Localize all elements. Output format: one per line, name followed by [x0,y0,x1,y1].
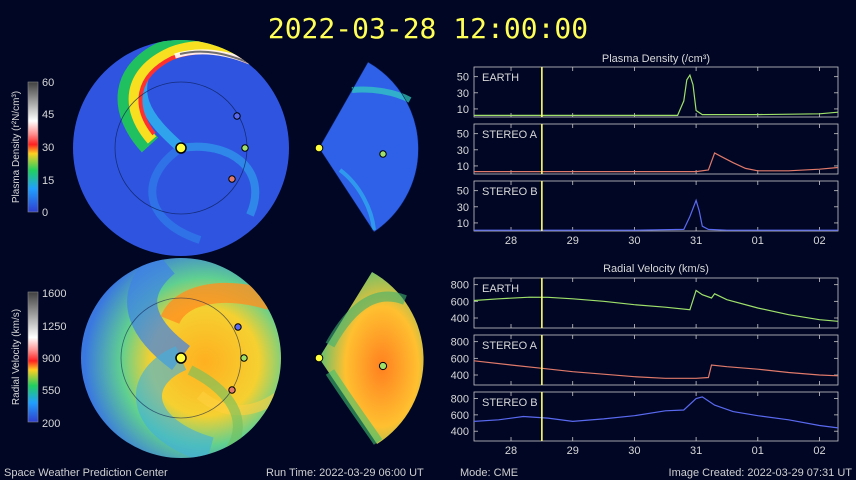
velocity-tick: 550 [42,385,60,397]
x-tick-label: 01 [752,235,764,247]
x-tick-label: 30 [628,235,640,247]
y-tick-label: 10 [457,104,469,116]
series-line-stereo-a [474,152,839,173]
series-line-stereo-a [473,360,839,379]
y-tick-label: 50 [457,186,469,198]
chart-title: Plasma Density (/cm³) [602,53,710,65]
y-tick-label: 400 [451,370,469,382]
series-label: STEREO B [482,186,538,198]
density-tick: 30 [42,142,54,154]
x-tick-label: 02 [813,445,825,457]
y-tick-label: 50 [457,129,469,141]
density-tick: 60 [42,77,54,89]
plot-panel [473,123,839,175]
y-tick-label: 10 [457,218,469,230]
earth-marker [379,150,387,158]
density-meridional-wedge [314,61,419,233]
series-label: STEREO B [482,397,538,409]
stereo-b-marker [233,112,241,120]
x-tick-label: 28 [505,235,517,247]
sun-marker [175,352,187,364]
y-tick-label: 800 [451,280,469,292]
plot-panel [473,277,839,329]
y-tick-label: 50 [457,72,469,84]
density-tick: 0 [42,207,48,219]
velocity-meridional-wedge [314,272,424,445]
x-tick-label: 31 [690,235,702,247]
series-line-earth [473,289,839,322]
series-line-earth [474,73,839,117]
series-label: STEREO A [482,340,538,352]
y-tick-label: 400 [451,313,469,325]
series-line-stereo-b [473,396,839,429]
y-tick-label: 400 [451,426,469,438]
footer-created: Image Created: 2022-03-29 07:31 UT [669,467,853,479]
x-tick-label: 01 [752,445,764,457]
velocity-tick: 200 [42,418,60,430]
x-tick-label: 29 [567,445,579,457]
series-label: EARTH [482,72,519,84]
x-tick-label: 29 [567,235,579,247]
y-tick-label: 30 [457,202,469,214]
density-colorbar: Plasma Density (r²N/cm³) 60 45 30 15 0 [11,77,54,219]
series-line-stereo-b [474,198,838,231]
plot-panel [473,334,839,386]
series-label: EARTH [482,283,519,295]
time-series-charts: Plasma Density (/cm³) 10 30 50 EARTH 10 30 50 ST… [451,53,839,457]
chart-title: Radial Velocity (km/s) [603,263,709,275]
datetime-title: 2022-03-28 12:00:00 [268,12,588,45]
density-tick: 45 [42,109,54,121]
footer-run-time: Run Time: 2022-03-29 06:00 UT [266,467,424,479]
y-tick-label: 600 [451,410,469,422]
velocity-tick: 900 [42,353,60,365]
density-tick: 15 [42,175,54,187]
x-tick-label: 02 [813,235,825,247]
sun-marker [314,143,324,153]
footer-center: Space Weather Prediction Center [4,467,168,479]
density-ecliptic-disk [73,40,289,256]
y-tick-label: 600 [451,353,469,365]
plot-panel [473,180,839,232]
velocity-colorbar-label: Radial Velocity (km/s) [11,309,22,405]
y-tick-label: 10 [457,161,469,173]
x-tick-label: 30 [628,445,640,457]
earth-marker [240,354,248,362]
plot-panel [473,66,839,118]
stereo-b-marker [234,323,242,331]
earth-marker [378,361,388,371]
stereo-a-marker [228,175,236,183]
sun-marker [314,353,324,363]
stereo-a-marker [228,386,236,394]
y-tick-label: 30 [457,88,469,100]
series-label: STEREO A [482,129,538,141]
earth-marker [241,144,249,152]
sun-marker [175,142,187,154]
velocity-tick: 1600 [42,288,66,300]
y-tick-label: 800 [451,337,469,349]
velocity-ecliptic-disk [81,258,281,458]
footer-mode: Mode: CME [460,467,518,479]
y-tick-label: 800 [451,394,469,406]
velocity-tick: 1250 [42,321,66,333]
y-tick-label: 600 [451,296,469,308]
x-tick-label: 28 [505,445,517,457]
plot-panel [473,391,839,442]
velocity-colorbar: Radial Velocity (km/s) 1600 1250 900 550… [11,288,66,430]
x-tick-label: 31 [690,445,702,457]
density-colorbar-label: Plasma Density (r²N/cm³) [11,91,22,203]
y-tick-label: 30 [457,145,469,157]
